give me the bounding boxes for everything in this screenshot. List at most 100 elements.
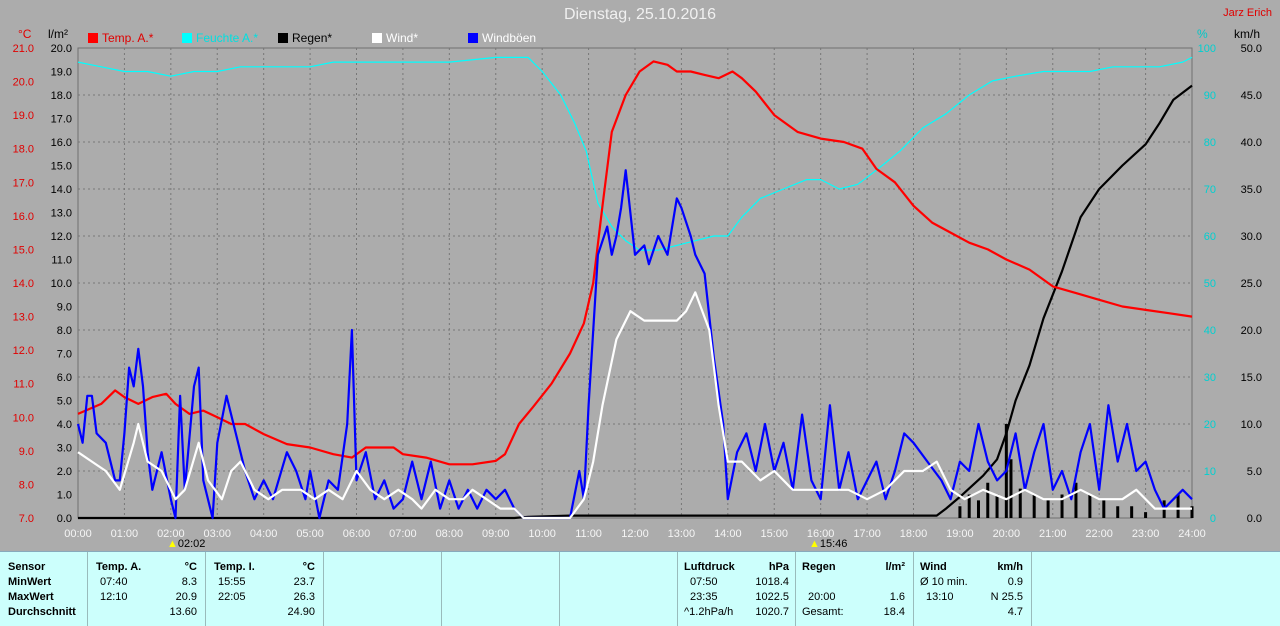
rain-bar — [1018, 488, 1022, 518]
speed-tick-label: 45.0 — [1241, 90, 1262, 102]
wind-avg-value: 0.9 — [1007, 576, 1023, 588]
rain-bar — [1032, 494, 1036, 518]
humidity-tick-label: 10 — [1204, 466, 1216, 478]
rain-bar — [986, 482, 990, 518]
temp-a-average: 13.60 — [169, 606, 197, 618]
rain-title: Regen — [802, 561, 836, 573]
x-tick-label: 00:00 — [64, 528, 92, 540]
pressure-trend-value: 1020.7 — [755, 606, 789, 618]
stats-col-temp-a: Temp. A. °C 07:40 8.3 12:10 20.9 13.60 — [88, 552, 206, 626]
rain-bar — [1009, 459, 1013, 518]
temp-unit-label: °C — [18, 27, 32, 41]
temp-tick-label: 16.0 — [13, 211, 34, 223]
stats-col-empty-1 — [324, 552, 442, 626]
temp-i-average: 24.90 — [287, 606, 315, 618]
stats-col-empty-3 — [560, 552, 678, 626]
humidity-tick-label: 30 — [1204, 372, 1216, 384]
temp-tick-label: 14.0 — [13, 278, 34, 290]
stats-col-rain: Regen l/m² 20:00 1.6 Gesamt: 18.4 — [796, 552, 914, 626]
temp-tick-label: 15.0 — [13, 244, 34, 256]
legend-rain: Regen* — [278, 31, 332, 45]
rain-bar — [976, 500, 980, 518]
x-tick-label: 19:00 — [946, 528, 974, 540]
x-tick-label: 10:00 — [528, 528, 556, 540]
humidity-tick-label: 60 — [1204, 231, 1216, 243]
temp-i-max-value: 26.3 — [293, 591, 315, 603]
x-tick-label: 24:00 — [1178, 528, 1206, 540]
temp-tick-label: 11.0 — [13, 379, 34, 391]
temp-a-min-value: 8.3 — [181, 576, 197, 588]
speed-tick-label: 40.0 — [1241, 137, 1262, 149]
x-tick-label: 04:00 — [250, 528, 278, 540]
legend-label: Windböen — [482, 31, 537, 45]
rain-tick-label: 5.0 — [57, 396, 72, 408]
rain-max-value: 1.6 — [889, 591, 905, 603]
rain-tick-label: 8.0 — [57, 325, 72, 337]
rain-tick-label: 11.0 — [51, 255, 72, 267]
rain-bar — [1130, 506, 1134, 518]
rain-tick-label: 4.0 — [57, 419, 72, 431]
temp-a-unit: °C — [184, 561, 197, 573]
wind-max-value: N 25.5 — [990, 591, 1023, 603]
temp-tick-label: 7.0 — [19, 513, 34, 525]
marker-icon: ▲ — [167, 538, 178, 550]
speed-tick-label: 0.0 — [1247, 513, 1262, 525]
humidity-tick-label: 20 — [1204, 419, 1216, 431]
pressure-max-time: 23:35 — [690, 591, 718, 603]
x-tick-label: 14:00 — [714, 528, 742, 540]
temp-tick-label: 13.0 — [13, 312, 34, 324]
speed-tick-label: 25.0 — [1241, 278, 1262, 290]
rain-unit-label: l/m² — [48, 27, 68, 41]
stats-footer: Sensor MinWert MaxWert Durchschnitt Temp… — [0, 551, 1280, 626]
temp-a-min-time: 07:40 — [100, 576, 128, 588]
stats-row-max: MaxWert — [8, 591, 54, 603]
series-line-temp — [77, 60, 1193, 466]
stats-sensor-title: Sensor — [8, 561, 46, 573]
rain-tick-label: 0.0 — [57, 513, 72, 525]
marker-left: ▲02:02 — [167, 538, 205, 550]
stats-col-wind: Wind km/h Ø 10 min. 0.9 13:10 N 25.5 4.7 — [914, 552, 1032, 626]
x-tick-label: 05:00 — [296, 528, 324, 540]
rain-tick-label: 17.0 — [51, 114, 72, 126]
temp-tick-label: 8.0 — [19, 479, 34, 491]
legend-swatch — [88, 33, 98, 43]
speed-tick-label: 20.0 — [1241, 325, 1262, 337]
rain-tick-label: 3.0 — [57, 443, 72, 455]
series-line-speed — [77, 291, 1192, 520]
rain-bar — [958, 506, 962, 518]
marker-left-time: 02:02 — [177, 538, 206, 550]
legend-label: Feuchte A.* — [196, 31, 259, 45]
temp-i-min-time: 15:55 — [218, 576, 246, 588]
humidity-tick-label: 40 — [1204, 325, 1216, 337]
pressure-min-value: 1018.4 — [755, 576, 789, 588]
x-tick-label: 20:00 — [993, 528, 1021, 540]
stats-col-empty-4 — [1032, 552, 1280, 626]
legend-gusts: Windböen — [468, 31, 536, 45]
humidity-tick-label: 90 — [1204, 90, 1216, 102]
legend-swatch — [278, 33, 288, 43]
marker-icon: ▲ — [809, 538, 820, 550]
x-tick-label: 15:00 — [760, 528, 788, 540]
wind-max-time: 13:10 — [926, 591, 954, 603]
legend-temp: Temp. A.* — [88, 31, 153, 45]
pressure-trend: ^1.2hPa/h — [684, 606, 734, 618]
speed-unit-label: km/h — [1234, 27, 1261, 41]
legend-swatch — [372, 33, 382, 43]
rain-tick-label: 10.0 — [51, 278, 72, 290]
temp-tick-label: 10.0 — [13, 412, 34, 424]
pressure-min-time: 07:50 — [690, 576, 718, 588]
rain-bar — [1088, 494, 1092, 518]
humidity-tick-label: 70 — [1204, 184, 1216, 196]
speed-tick-label: 5.0 — [1247, 466, 1262, 478]
stats-row-min: MinWert — [8, 576, 52, 588]
speed-tick-label: 35.0 — [1241, 184, 1262, 196]
rain-tick-label: 12.0 — [51, 231, 72, 243]
rain-tick-label: 13.0 — [51, 208, 72, 220]
weather-chart: 00:00 01:00 02:00 03:00 04:00 05:00 06:00 07:00… — [13, 43, 1262, 540]
x-tick-label: 18:00 — [900, 528, 928, 540]
x-tick-label: 21:00 — [1039, 528, 1067, 540]
stats-row-avg: Durchschnitt — [8, 606, 76, 618]
rain-tick-label: 19.0 — [51, 67, 72, 79]
rain-tick-label: 9.0 — [57, 302, 72, 314]
rain-bar — [1144, 512, 1148, 518]
